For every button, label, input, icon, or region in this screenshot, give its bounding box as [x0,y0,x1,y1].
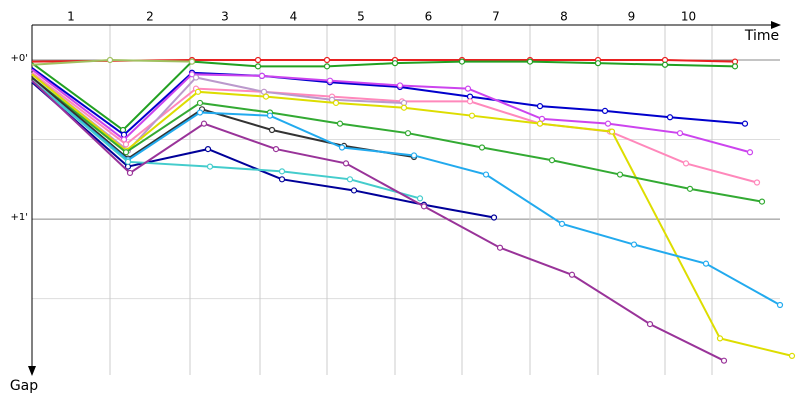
point [788,352,796,360]
point [326,77,334,84]
point [741,120,749,127]
point [464,85,472,92]
point [346,176,354,183]
point [458,58,466,65]
point [338,144,346,151]
point [568,271,576,278]
point [536,103,544,110]
y-tick-label: +0' [11,53,29,64]
point [686,185,694,192]
point [122,141,130,148]
point [601,107,609,115]
point [661,61,669,68]
point [682,160,690,167]
series-line [31,79,421,200]
point [468,112,476,119]
point [608,128,616,135]
point [716,335,724,342]
series-line [31,76,415,160]
lap-label: 9 [628,10,636,24]
point [204,145,212,153]
point [646,320,654,328]
point [258,72,266,80]
point [254,63,262,70]
point [194,88,202,95]
point [188,58,196,65]
lap-label: 7 [492,10,500,24]
series-line [31,79,725,362]
point [192,74,200,81]
point [666,114,674,121]
point [630,241,638,248]
point [526,58,534,65]
point [466,98,474,105]
point [278,176,286,183]
x-axis-label: Time [744,28,779,44]
point [336,120,344,127]
point [342,160,350,167]
series-line [31,59,736,63]
series-line [31,73,405,153]
point [196,109,204,116]
point [124,158,132,165]
point [196,99,204,107]
point [536,120,544,127]
point [126,169,134,177]
point [676,130,684,137]
point [490,214,498,221]
lap-label: 4 [290,10,298,24]
point [268,126,276,134]
lap-label: 10 [681,10,696,24]
point [206,163,214,170]
point [332,99,340,107]
point [200,120,208,127]
point [616,171,624,178]
point [758,198,766,205]
y-tick-label: +1' [11,212,29,223]
lap-label: 1 [67,10,75,24]
point [496,244,504,251]
point [416,195,424,202]
point [776,301,784,309]
point [731,63,739,70]
point [323,63,331,70]
point [753,179,761,186]
point [272,145,280,153]
lap-label: 2 [146,10,154,24]
point [746,149,754,156]
point [604,120,612,127]
point [410,152,418,159]
point [478,144,486,151]
series-line [31,60,736,132]
point [594,60,602,67]
point [720,357,728,364]
point [420,203,428,210]
point [558,220,566,227]
point [323,56,331,64]
point [702,260,710,267]
point [404,130,412,137]
point [106,56,114,64]
point [122,149,130,156]
lap-label: 8 [560,10,568,24]
point [266,112,274,119]
point [548,157,556,164]
point [188,71,196,78]
lap-label: 6 [425,10,433,24]
point [278,168,286,175]
point [350,187,358,194]
point [391,60,399,67]
lap-label: 5 [357,10,365,24]
y-axis-label: Gap [10,378,38,394]
series-line [31,81,495,219]
point [396,82,404,89]
series-line [31,73,793,357]
lap-label: 3 [221,10,229,24]
point [262,93,270,100]
series-line [31,79,781,306]
point [400,104,408,111]
point [482,171,490,178]
point [254,56,262,64]
